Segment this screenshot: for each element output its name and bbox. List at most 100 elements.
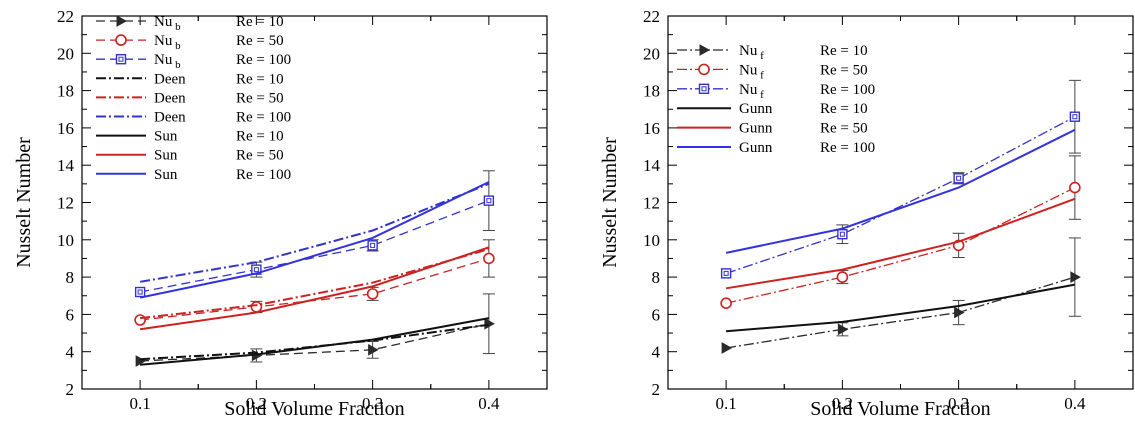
legend-label: Nu f (739, 62, 764, 81)
data-point (836, 271, 849, 283)
legend-label: Sun (154, 129, 178, 145)
legend-label-re: Re = 10 (236, 71, 284, 87)
legend-label: Deen (154, 71, 186, 87)
data-point (483, 195, 495, 206)
series-line (140, 323, 490, 361)
legend-label: Nu b (154, 14, 181, 33)
data-point (134, 286, 146, 298)
legend-entry: Deen Re = 100 (96, 110, 291, 126)
data-point (484, 317, 495, 330)
legend-label: Deen (154, 110, 186, 126)
legend-label: Nu f (739, 43, 764, 62)
legend-entry: Sun Re = 50 (96, 148, 284, 164)
series-line (139, 182, 490, 283)
data-point (953, 173, 964, 184)
data-point (1070, 271, 1081, 283)
series-line (140, 317, 490, 366)
legend-entry: Nu f Re = 10 (677, 43, 868, 62)
data-point-inner (839, 231, 845, 237)
legend-label: Nu f (739, 82, 764, 101)
series-line (725, 276, 1076, 349)
y-tick-label: 14 (57, 156, 75, 175)
legend-entry: Sun Re = 100 (96, 167, 291, 183)
legend-marker (115, 54, 127, 65)
data-point (721, 342, 733, 354)
y-tick-label: 22 (643, 7, 660, 26)
data-point (134, 314, 146, 326)
series-line (725, 116, 1076, 275)
x-tick-label: 0.1 (716, 394, 737, 413)
x-tick-label: 0.4 (478, 394, 500, 413)
x-tick-label: 0.4 (1064, 394, 1086, 413)
legend-label-re: Re = 100 (236, 167, 291, 183)
data-point (837, 323, 849, 336)
data-point-inner (723, 270, 729, 276)
data-point (1069, 181, 1081, 194)
legend-label: Sun (154, 148, 178, 164)
series-nu-b-re-100 (134, 170, 495, 298)
series-deen-re-100 (139, 182, 490, 283)
legend-marker-inner (118, 56, 124, 62)
legend-entry: Gunn Re = 10 (677, 101, 868, 117)
legend-label-re: Re = 50 (820, 121, 868, 137)
y-tick-label: 8 (652, 268, 661, 287)
data-point-inner (253, 267, 259, 273)
legend-marker (698, 63, 710, 76)
legend-label: Sun (154, 167, 178, 183)
data-point (837, 229, 848, 240)
right-chart: 2 4 6 8 10 12 14 16 18 20 22 0.1 0.2 0.3 0.4 Solid Volu… (599, 7, 1134, 420)
data-point (368, 343, 379, 356)
data-point-inner (1072, 114, 1078, 120)
series-line (725, 128, 1076, 254)
legend-label-re: Re = 100 (236, 110, 291, 126)
y-tick-label: 18 (57, 82, 74, 101)
y-tick-label: 6 (652, 305, 661, 324)
data-point-inner (486, 198, 492, 204)
y-tick-label: 8 (66, 268, 75, 287)
x-tick-label: 0.1 (130, 394, 151, 413)
series-gunn-re-50 (725, 197, 1076, 290)
legend-entry: Nu f Re = 50 (677, 62, 868, 81)
legend-label-re: Re = 50 (820, 62, 868, 78)
legend-label: Nu b (154, 33, 181, 52)
x-tick-label: 0.2 (832, 394, 853, 413)
y-tick-label: 16 (57, 119, 74, 138)
legend-label: Gunn (739, 101, 773, 117)
data-point-inner (956, 175, 962, 181)
series-line (725, 187, 1076, 304)
legend-entry: Gunn Re = 50 (677, 121, 868, 137)
y-axis-title: Nusselt Number (13, 137, 35, 268)
series-gunn-re-100 (725, 128, 1076, 254)
y-tick-label: 20 (643, 44, 660, 63)
legend-entry: Nu b Re = 10 (96, 14, 284, 33)
y-tick-label: 12 (57, 194, 74, 213)
left-chart: 2 4 6 8 10 12 14 16 18 20 22 0.1 0.2 0.3 0.4 Solid Volu… (13, 7, 548, 420)
data-point (720, 268, 732, 279)
y-tick-label: 10 (57, 231, 74, 250)
legend-label-re: Re = 10 (236, 129, 284, 145)
legend-label: Gunn (739, 140, 773, 156)
data-point (1069, 111, 1081, 122)
legend-marker-inner (701, 86, 707, 92)
series-nu-b-re-10 (135, 293, 495, 367)
legend-marker (698, 83, 710, 95)
legend-marker (699, 44, 711, 56)
series-deen-re-10 (140, 323, 490, 361)
series-line (139, 248, 490, 320)
series-sun-re-10 (140, 317, 490, 366)
legend-entry: Gunn Re = 100 (677, 140, 875, 156)
series-line (139, 181, 490, 299)
series-deen-re-50 (139, 248, 490, 320)
legend-entry: Sun Re = 10 (96, 129, 284, 145)
legend-label-re: Re = 100 (820, 140, 875, 156)
y-tick-label: 12 (643, 194, 660, 213)
series-sun-re-100 (139, 181, 490, 299)
data-point-inner (370, 242, 376, 248)
legend-entry: Nu b Re = 50 (96, 33, 284, 52)
y-tick-label: 20 (57, 44, 74, 63)
legend-label-re: Re = 10 (236, 14, 284, 30)
plot-frame (81, 15, 548, 390)
x-axis-title: Solid Volume Fraction (224, 398, 404, 420)
y-axis-title: Nusselt Number (599, 137, 621, 268)
